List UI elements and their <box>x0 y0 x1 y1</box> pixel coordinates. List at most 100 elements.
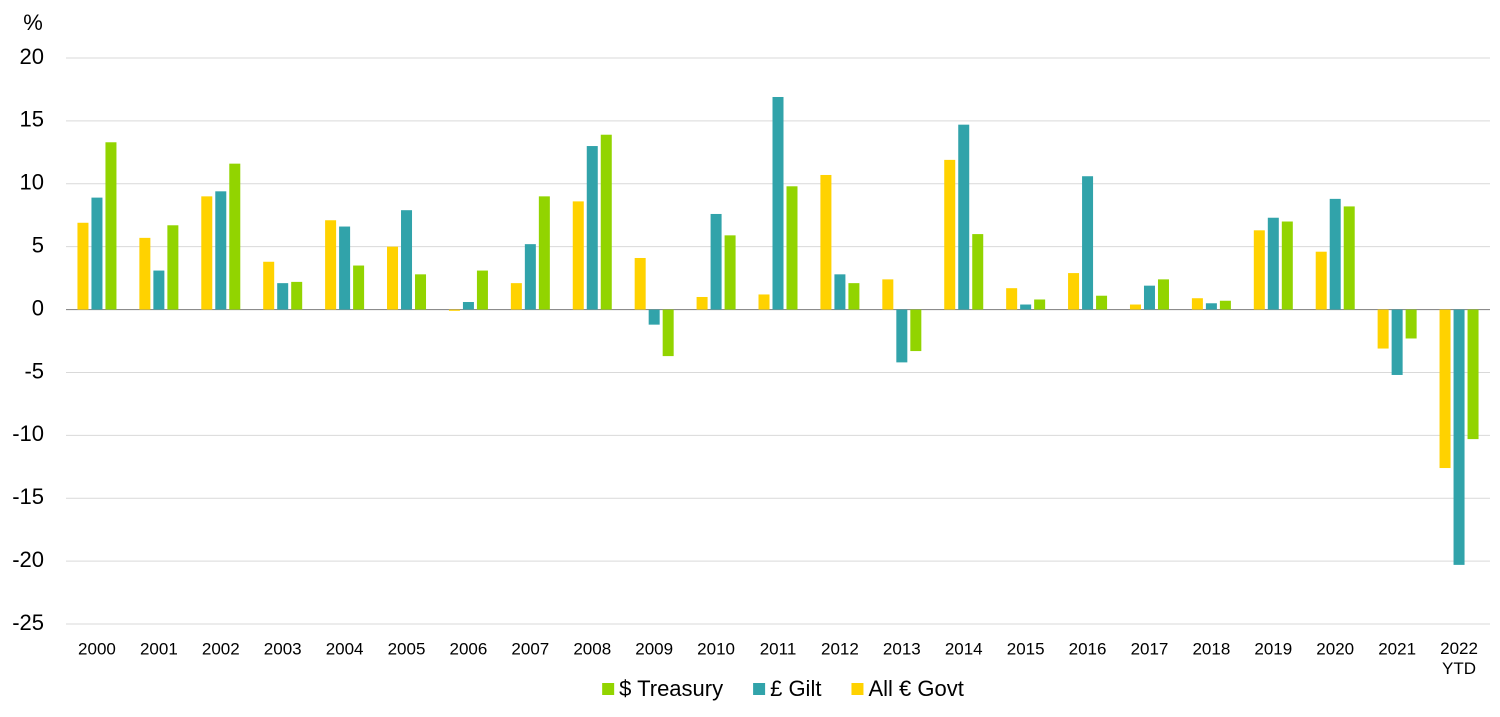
x-tick-label: 2000 <box>78 639 116 658</box>
x-tick-label: 2010 <box>697 639 735 658</box>
bar <box>1281 221 1293 310</box>
bar <box>401 210 413 310</box>
bar <box>600 134 612 310</box>
bar <box>972 234 984 310</box>
bar <box>1267 217 1279 310</box>
y-tick-label: -15 <box>12 484 44 509</box>
x-tick-label: 2004 <box>326 639 364 658</box>
y-axis-label: % <box>23 10 43 35</box>
bar <box>415 274 427 310</box>
y-tick-label: 20 <box>20 44 44 69</box>
legend-text: £ Gilt <box>770 676 821 701</box>
bar <box>1453 309 1465 565</box>
bar <box>1219 300 1231 310</box>
bar <box>277 283 289 310</box>
bar <box>1068 273 1080 310</box>
x-tick-label: 2017 <box>1131 639 1169 658</box>
legend-swatch <box>753 683 766 695</box>
legend-swatch <box>851 683 864 695</box>
bar <box>1315 251 1327 310</box>
bar <box>1096 295 1108 310</box>
bar <box>77 222 89 310</box>
bar <box>834 274 846 310</box>
bar <box>538 196 550 310</box>
x-tick-label: 2016 <box>1069 639 1107 658</box>
bar <box>710 213 722 310</box>
bar <box>586 146 598 310</box>
x-tick-label: 2007 <box>511 639 549 658</box>
bar <box>1343 206 1355 310</box>
y-tick-label: -20 <box>12 547 44 572</box>
x-tick-label: 2020 <box>1316 639 1354 658</box>
x-tick-label: 2008 <box>573 639 611 658</box>
bar <box>462 302 474 310</box>
x-tick-label: 2015 <box>1007 639 1045 658</box>
legend-text: $ Treasury <box>619 676 723 701</box>
bar <box>1191 298 1203 310</box>
bar <box>105 142 117 310</box>
bar <box>772 96 784 310</box>
y-tick-label: -5 <box>24 358 44 383</box>
legend: $ Treasury £ Gilt All € Govt <box>602 676 964 701</box>
bar <box>153 270 165 310</box>
bar <box>325 220 337 310</box>
bar <box>387 246 399 310</box>
bar <box>1006 288 1018 310</box>
bar <box>476 270 488 310</box>
bar <box>910 309 922 352</box>
bar <box>958 124 970 310</box>
bar <box>1377 309 1389 349</box>
bar <box>1205 303 1217 310</box>
bar <box>1467 309 1479 440</box>
bar <box>201 196 213 310</box>
bar <box>1439 309 1451 469</box>
x-tick-label: 2011 <box>760 639 797 658</box>
bar <box>448 309 460 311</box>
bar <box>786 186 798 310</box>
bar <box>353 265 365 310</box>
bar <box>167 225 179 310</box>
bar <box>1391 309 1403 375</box>
bar <box>291 281 303 310</box>
bar <box>648 309 660 325</box>
bar <box>215 191 227 310</box>
x-tick-label: 2002 <box>202 639 240 658</box>
x-tick-label: 2014 <box>945 639 983 658</box>
x-tick-label: 2022 YTD <box>1440 639 1478 678</box>
bar <box>1253 230 1265 310</box>
bar <box>1143 285 1155 310</box>
bar <box>1082 176 1094 310</box>
bar <box>572 201 584 310</box>
bar <box>896 309 908 363</box>
x-tick-label: 2021 <box>1378 639 1416 658</box>
bar <box>1129 304 1141 310</box>
bar <box>339 226 351 310</box>
bar <box>634 257 646 310</box>
y-tick-label: 10 <box>20 170 44 195</box>
legend-text: All € Govt <box>868 676 963 701</box>
x-tick-label: 2001 <box>140 639 178 658</box>
bar <box>696 296 708 310</box>
bar <box>524 244 536 310</box>
bar <box>91 197 103 310</box>
x-tick-label: 2003 <box>264 639 302 658</box>
bar <box>724 235 736 310</box>
x-tick-label: 2019 <box>1254 639 1292 658</box>
x-tick-label: 2013 <box>883 639 921 658</box>
bar <box>758 294 770 310</box>
bar <box>848 283 860 310</box>
x-tick-label: 2006 <box>450 639 488 658</box>
y-tick-label: 0 <box>32 295 44 320</box>
bar <box>263 261 275 310</box>
x-tick-label: 2012 <box>821 639 859 658</box>
x-tick-label: 2009 <box>635 639 673 658</box>
bar <box>662 309 674 357</box>
bar <box>1329 198 1341 310</box>
x-tick-label: 2005 <box>388 639 426 658</box>
y-tick-label: 15 <box>20 107 44 132</box>
bar <box>1034 299 1046 310</box>
bar <box>229 163 241 310</box>
bar <box>820 174 832 310</box>
